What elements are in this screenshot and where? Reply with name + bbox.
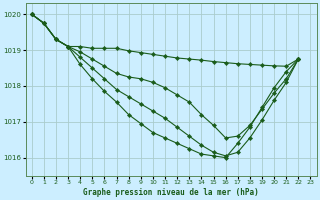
X-axis label: Graphe pression niveau de la mer (hPa): Graphe pression niveau de la mer (hPa) [83,188,259,197]
